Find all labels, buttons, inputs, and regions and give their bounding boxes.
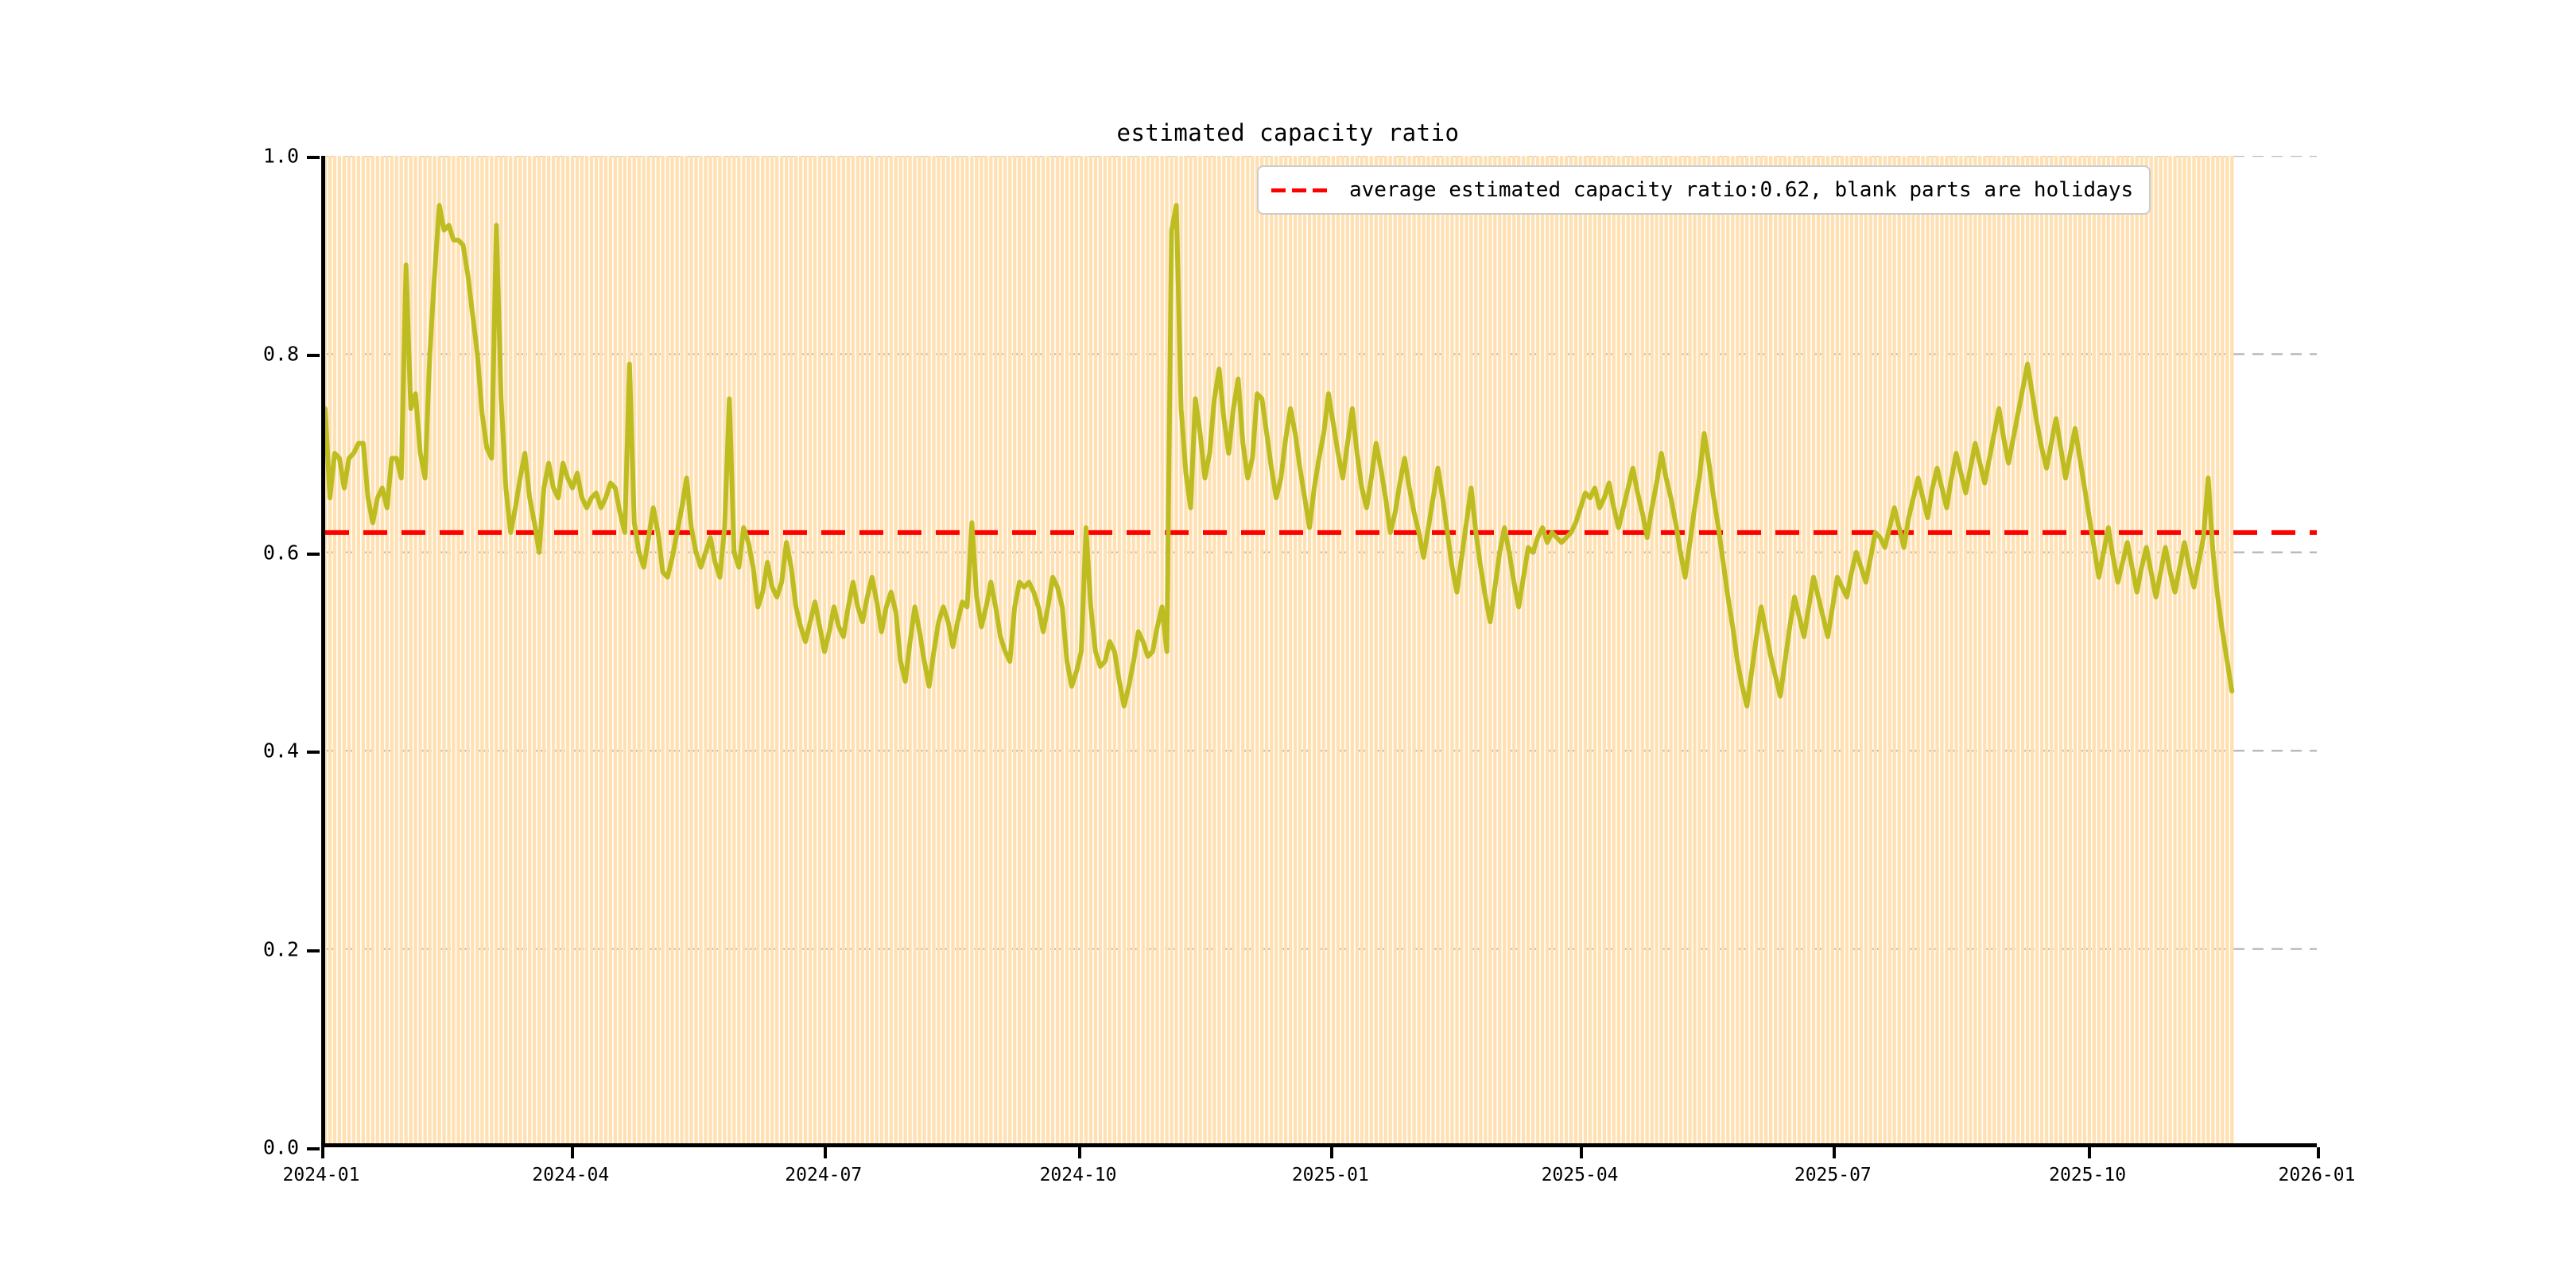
chart-legend[interactable]: average estimated capacity ratio:0.62, b… <box>1257 165 2151 215</box>
y-axis-tick-label: 1.0 <box>262 144 299 168</box>
x-axis-tick-labels: 2024-01 2024-04 2024-07 2024-10 2025-01 2025-… <box>283 1147 2355 1211</box>
y-axis-tick-mark <box>307 1147 320 1150</box>
x-axis-tick-label: 2026-01 <box>2278 1165 2356 1185</box>
legend-label: average estimated capacity ratio:0.62, b… <box>1349 178 2134 202</box>
x-axis-tick-label: 2024-01 <box>282 1165 360 1185</box>
chart-title: estimated capacity ratio <box>1116 119 1460 146</box>
x-axis-tick-mark <box>2317 1147 2320 1158</box>
x-axis-tick-label: 2025-07 <box>1794 1165 1872 1185</box>
y-axis-tick-label: 0.0 <box>262 1135 299 1159</box>
x-axis-tick-mark <box>823 1147 827 1158</box>
y-axis-tick-label: 0.8 <box>262 342 299 366</box>
x-axis-tick-label: 2025-10 <box>2049 1165 2127 1185</box>
x-axis-tick-mark <box>321 1147 324 1158</box>
y-axis-tick-label: 0.4 <box>262 739 299 762</box>
y-axis-tick-mark <box>307 751 320 755</box>
x-axis-tick-mark <box>1833 1147 1837 1158</box>
y-axis-tick-mark <box>307 949 320 952</box>
capacity-ratio-line <box>325 203 2235 709</box>
x-axis-tick-label: 2025-04 <box>1541 1165 1619 1185</box>
x-axis-tick-mark <box>1078 1147 1082 1158</box>
y-axis-tick-mark <box>307 354 320 358</box>
y-axis-tick-label: 0.2 <box>262 937 299 961</box>
chart-canvas <box>325 156 2317 1143</box>
x-axis-tick-mark <box>1330 1147 1334 1158</box>
legend-dashed-line-icon <box>1271 188 1332 192</box>
y-axis-tick-mark <box>307 156 320 159</box>
y-axis-tick-label: 0.6 <box>262 541 299 564</box>
plot-surface <box>325 156 2317 1143</box>
x-axis-tick-mark <box>1580 1147 1584 1158</box>
x-axis-tick-mark <box>2087 1147 2091 1158</box>
x-axis-tick-label: 2024-10 <box>1039 1165 1117 1185</box>
plot-axes <box>321 156 2317 1147</box>
y-axis-tick-labels: 0.0 0.2 0.4 0.6 0.8 1.0 <box>0 145 299 1159</box>
y-axis-tick-marks <box>0 156 321 1150</box>
x-axis-tick-label: 2025-01 <box>1291 1165 1369 1185</box>
x-axis-tick-label: 2024-04 <box>532 1165 610 1185</box>
working-day-bars <box>325 156 2234 1143</box>
x-axis-tick-mark <box>570 1147 574 1158</box>
x-axis-tick-label: 2024-07 <box>785 1165 863 1185</box>
y-axis-tick-mark <box>307 552 320 556</box>
